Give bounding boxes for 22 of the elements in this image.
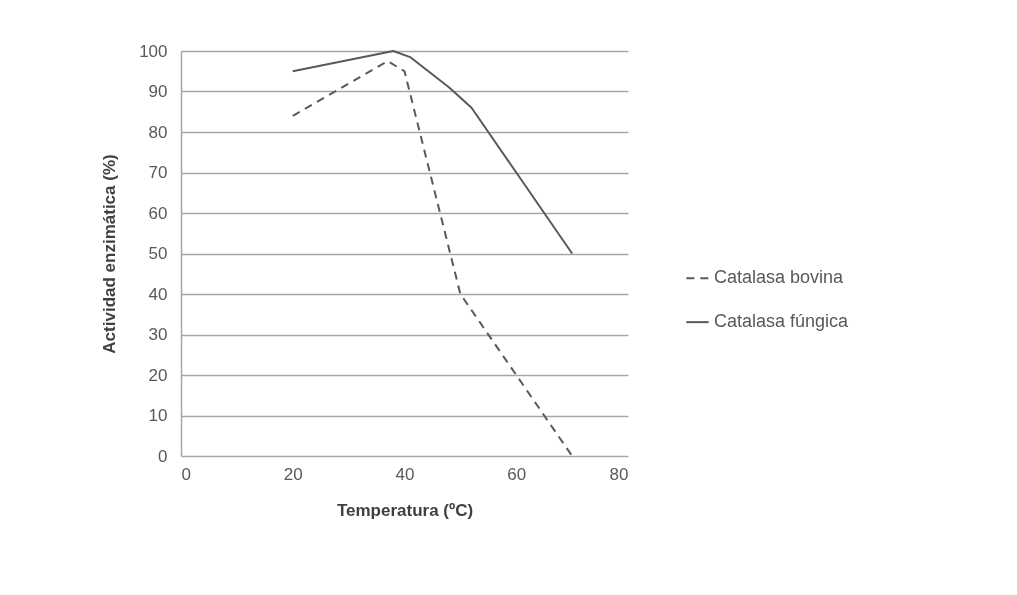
y-tick-label: 70	[148, 163, 168, 182]
x-axis-title: Temperatura (ºC)	[336, 500, 474, 520]
x-tick-label: 80	[609, 464, 629, 484]
line-series	[291, 50, 574, 255]
y-tick-label: 60	[148, 203, 168, 223]
y-tick-label: 10	[148, 406, 168, 425]
y-axis-title: Actividad enzimática (%)	[100, 154, 120, 354]
x-tick-label: 40	[395, 464, 415, 484]
x-tick-label: 0	[181, 464, 191, 484]
line-series	[291, 60, 574, 457]
y-tick-label: 30	[148, 325, 168, 344]
legend-label: Catalasa bovina	[714, 267, 845, 288]
y-tick-label: 100	[139, 41, 168, 61]
y-tick-label: 40	[148, 284, 168, 304]
y-tick-label: 90	[148, 82, 168, 101]
x-tick-label: 60	[507, 464, 527, 484]
legend-label: Catalasa fúngica	[714, 311, 850, 332]
y-tick-label: 0	[158, 446, 168, 466]
y-tick-label: 80	[148, 122, 168, 142]
x-tick-label: 20	[283, 464, 303, 484]
y-tick-label: 20	[148, 365, 168, 385]
y-tick-label: 50	[148, 244, 168, 263]
